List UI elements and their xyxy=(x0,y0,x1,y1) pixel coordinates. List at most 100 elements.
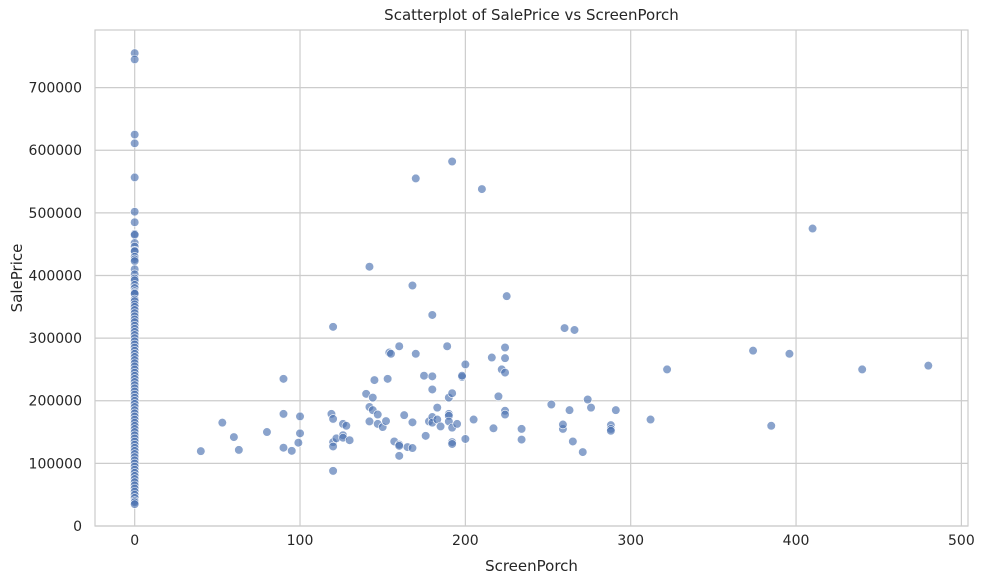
data-point xyxy=(407,417,418,427)
data-point xyxy=(586,403,596,413)
data-point xyxy=(328,322,338,332)
data-point xyxy=(234,445,244,455)
data-point xyxy=(419,371,429,381)
x-tick-label: 200 xyxy=(452,533,479,549)
x-tick-labels: 0 100 200 300 400 500 xyxy=(130,533,975,549)
data-point xyxy=(278,443,289,453)
x-tick-label: 500 xyxy=(948,533,975,549)
data-point xyxy=(328,441,338,452)
data-point xyxy=(493,391,504,401)
data-point xyxy=(447,439,457,449)
y-tick-label: 100000 xyxy=(29,456,82,472)
data-point xyxy=(546,399,556,410)
data-point xyxy=(645,414,656,425)
data-point xyxy=(287,446,297,456)
x-tick-label: 100 xyxy=(287,533,314,549)
data-point xyxy=(407,443,418,453)
data-point xyxy=(130,207,140,217)
data-point xyxy=(262,427,272,437)
data-point xyxy=(611,405,621,415)
data-point xyxy=(568,436,578,447)
plot-frame xyxy=(94,29,969,527)
data-point xyxy=(558,419,568,430)
data-point xyxy=(807,223,818,234)
data-point xyxy=(923,361,933,371)
data-point xyxy=(606,426,616,436)
data-point xyxy=(130,138,140,148)
data-point xyxy=(748,346,758,356)
data-point xyxy=(364,416,375,427)
data-point xyxy=(411,173,421,184)
data-point xyxy=(328,466,338,476)
data-point xyxy=(229,432,239,442)
data-point xyxy=(469,414,479,425)
data-point xyxy=(857,364,867,375)
x-tick-label: 400 xyxy=(783,533,810,549)
data-point xyxy=(435,421,446,432)
grid-lines xyxy=(95,30,968,527)
data-point xyxy=(442,341,452,351)
data-point xyxy=(293,438,303,448)
data-point xyxy=(130,172,140,183)
data-point xyxy=(130,129,140,140)
data-point xyxy=(500,342,510,353)
data-point xyxy=(662,364,672,375)
data-point xyxy=(381,416,391,426)
x-axis-title: ScreenPorch xyxy=(485,557,578,575)
data-point xyxy=(278,409,289,419)
data-point xyxy=(411,349,421,359)
y-tick-label: 0 xyxy=(73,519,82,535)
data-point xyxy=(196,446,206,456)
data-point xyxy=(516,434,527,445)
data-point xyxy=(559,323,570,333)
data-point xyxy=(369,375,380,385)
y-tick-label: 700000 xyxy=(29,81,82,97)
data-point xyxy=(452,419,462,429)
data-point xyxy=(427,371,437,381)
data-point xyxy=(578,447,588,457)
data-point xyxy=(564,405,575,415)
data-point xyxy=(130,54,140,65)
data-point xyxy=(516,424,527,434)
y-tick-label: 200000 xyxy=(29,394,82,410)
data-point xyxy=(460,434,470,444)
data-point xyxy=(130,499,140,509)
data-point xyxy=(487,352,497,363)
data-point xyxy=(295,428,305,438)
data-points xyxy=(130,48,933,509)
data-point xyxy=(766,421,776,431)
data-point xyxy=(383,374,393,384)
data-point xyxy=(447,388,457,398)
data-point xyxy=(477,184,487,194)
data-point xyxy=(368,393,378,403)
data-point xyxy=(432,403,442,413)
data-point xyxy=(447,156,457,167)
data-point xyxy=(394,441,404,451)
y-tick-label: 600000 xyxy=(29,143,82,159)
data-point xyxy=(488,423,499,433)
data-point xyxy=(328,414,338,424)
data-point xyxy=(407,280,418,291)
data-point xyxy=(460,359,470,370)
data-point xyxy=(427,384,437,395)
y-tick-label: 500000 xyxy=(29,206,82,222)
y-tick-label: 300000 xyxy=(29,331,82,347)
data-point xyxy=(217,418,227,428)
data-point xyxy=(130,217,140,227)
data-point xyxy=(386,349,396,359)
data-point xyxy=(569,325,580,335)
data-point xyxy=(394,341,404,351)
data-point xyxy=(784,349,795,359)
data-point xyxy=(364,262,375,272)
y-tick-label: 400000 xyxy=(29,268,82,284)
data-point xyxy=(399,410,409,420)
data-point xyxy=(583,394,593,405)
data-point xyxy=(278,374,289,384)
data-point xyxy=(130,256,140,266)
chart-title: Scatterplot of SalePrice vs ScreenPorch xyxy=(384,6,679,24)
y-axis-title: SalePrice xyxy=(8,244,26,313)
data-point xyxy=(500,367,510,378)
data-point xyxy=(500,409,510,420)
